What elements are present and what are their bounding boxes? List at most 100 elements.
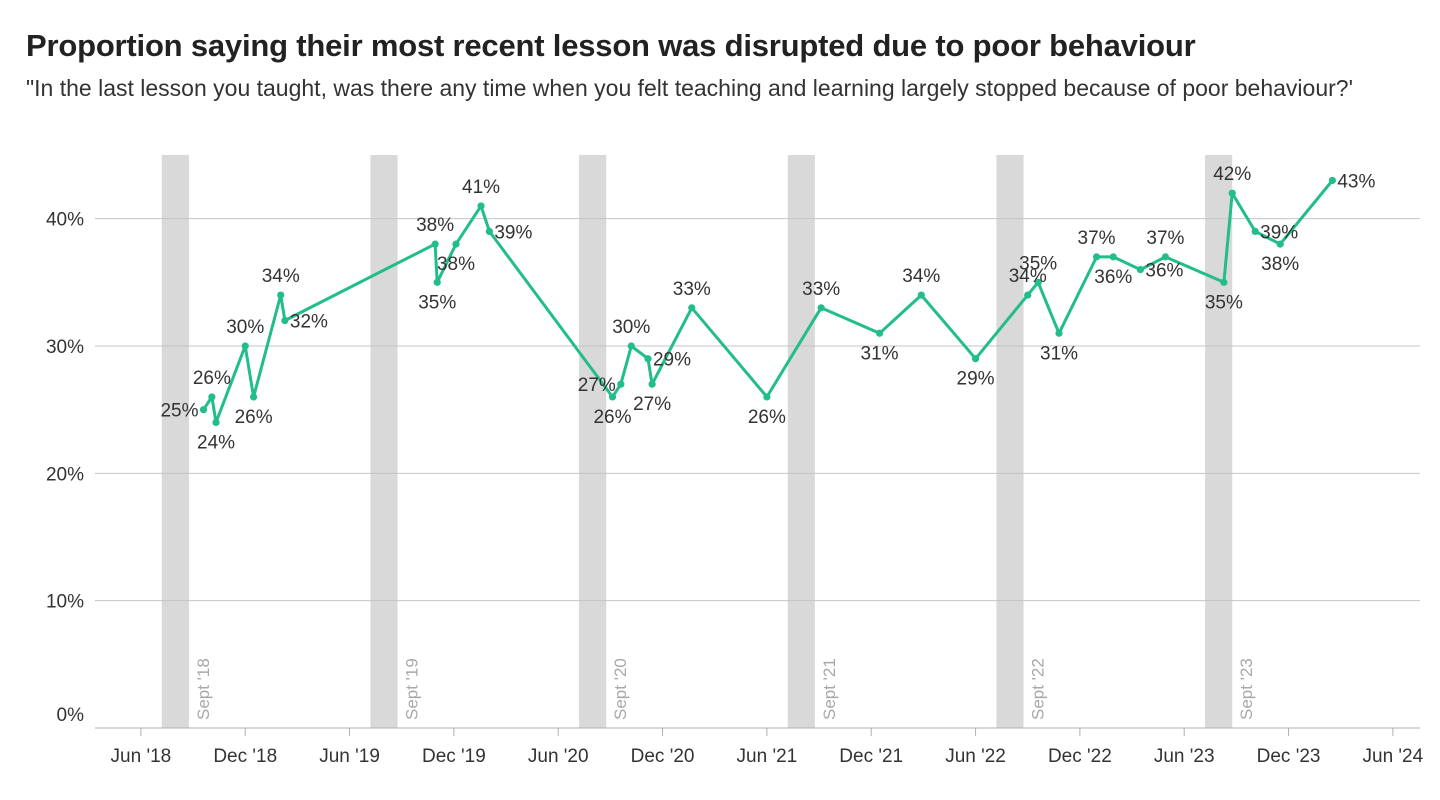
data-label: 30%: [226, 317, 264, 338]
data-label: 26%: [748, 407, 786, 428]
data-label: 34%: [902, 266, 940, 287]
september-band-label: Sept '21: [820, 658, 839, 720]
data-label: 24%: [197, 432, 235, 453]
x-tick-label: Jun '20: [528, 746, 589, 767]
data-label: 39%: [494, 222, 532, 243]
data-point: [241, 342, 249, 350]
data-label: 38%: [437, 254, 475, 275]
x-tick-label: Dec '22: [1048, 746, 1112, 767]
data-point: [608, 393, 617, 401]
x-tick-label: Dec '21: [839, 746, 903, 767]
x-tick-label: Jun '19: [319, 746, 380, 767]
september-band-label: Sept '18: [194, 658, 213, 720]
data-series: [199, 176, 1336, 426]
data-point: [763, 393, 771, 401]
data-point: [1034, 278, 1042, 286]
x-tick-label: Jun '24: [1363, 746, 1424, 767]
data-point: [452, 240, 460, 248]
data-label: 43%: [1337, 171, 1375, 192]
data-label: 35%: [1205, 292, 1243, 313]
data-point: [208, 393, 216, 401]
september-bands: Sept '18 Sept '19 Sept '20 Sept '21 Sept '22…: [161, 155, 1256, 728]
x-tick-label: Jun '21: [737, 746, 798, 767]
data-point: [627, 342, 635, 350]
data-point: [212, 418, 220, 426]
data-point: [1228, 189, 1236, 197]
data-point: [1328, 176, 1336, 185]
september-band-label: Sept '20: [611, 658, 630, 720]
y-tick-label: 0%: [57, 705, 85, 726]
data-point: [431, 240, 439, 248]
data-label: 26%: [235, 407, 273, 428]
data-point: [1055, 329, 1063, 337]
september-band-label: Sept '23: [1237, 658, 1256, 720]
data-label: 25%: [160, 401, 198, 422]
data-point: [688, 304, 696, 312]
x-tick-label: Dec '18: [213, 746, 277, 767]
september-band: [579, 155, 607, 728]
september-band: [996, 155, 1024, 728]
data-point: [249, 393, 258, 401]
data-label: 29%: [653, 350, 691, 371]
data-label: 42%: [1213, 164, 1251, 185]
x-tick-label: Dec '23: [1257, 746, 1321, 767]
y-axis: 0% 10% 20% 30% 40%: [46, 210, 84, 726]
chart-title: Proportion saying their most recent less…: [26, 28, 1196, 63]
data-point: [648, 380, 656, 388]
data-point: [817, 304, 825, 312]
september-band: [787, 155, 815, 728]
data-label: 35%: [1019, 253, 1057, 274]
data-label: 39%: [1260, 222, 1298, 243]
data-label: 41%: [462, 177, 500, 198]
data-point: [1092, 253, 1101, 261]
x-tick-label: Dec '19: [422, 746, 486, 767]
y-tick-label: 30%: [46, 337, 84, 358]
data-label: 34%: [1009, 266, 1047, 287]
september-band: [161, 155, 189, 728]
data-label: 36%: [1145, 261, 1183, 282]
september-band-label: Sept '22: [1029, 658, 1048, 720]
data-point: [199, 406, 208, 414]
y-tick-label: 10%: [46, 592, 84, 613]
data-label: 36%: [1094, 267, 1132, 288]
data-point: [477, 202, 485, 210]
data-label: 33%: [673, 279, 711, 300]
y-tick-label: 40%: [46, 210, 84, 231]
data-point: [1276, 240, 1284, 248]
data-labels: 25%26%24%30%26%34%32%38%35%38%41%39%26%2…: [160, 164, 1375, 453]
data-point: [1109, 253, 1117, 261]
y-tick-label: 20%: [46, 464, 84, 485]
chart-subtitle: "In the last lesson you taught, was ther…: [26, 75, 1353, 101]
gridlines: [95, 218, 1420, 602]
september-band: [370, 155, 398, 728]
data-label: 26%: [193, 368, 231, 389]
data-point: [433, 278, 441, 286]
data-point: [1024, 291, 1032, 299]
x-tick-label: Jun '22: [945, 746, 1006, 767]
data-label: 27%: [633, 394, 671, 415]
data-point: [644, 355, 652, 363]
september-band-label: Sept '19: [403, 658, 422, 720]
data-point: [485, 227, 493, 235]
data-label: 37%: [1078, 228, 1116, 249]
data-label: 27%: [578, 375, 616, 396]
x-tick-label: Dec '20: [631, 746, 695, 767]
data-label: 30%: [612, 317, 650, 338]
data-point: [917, 291, 925, 299]
x-tick-label: Jun '23: [1154, 746, 1215, 767]
data-label: 33%: [802, 279, 840, 300]
data-point: [1136, 266, 1144, 274]
x-tick-label: Jun '18: [111, 746, 172, 767]
data-label: 38%: [1261, 254, 1299, 275]
data-label: 31%: [861, 343, 899, 364]
data-point: [1251, 227, 1259, 235]
data-label: 29%: [957, 369, 995, 390]
data-label: 38%: [416, 215, 454, 236]
data-label: 32%: [290, 312, 328, 333]
data-label: 26%: [593, 407, 631, 428]
data-point: [875, 329, 884, 337]
data-label: 31%: [1040, 343, 1078, 364]
data-label: 34%: [262, 266, 300, 287]
data-label: 37%: [1146, 228, 1184, 249]
